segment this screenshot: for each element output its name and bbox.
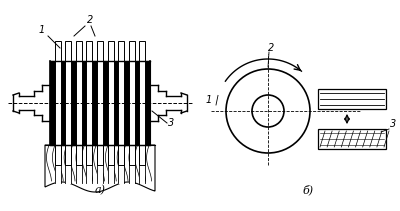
Bar bbox=[118, 145, 124, 184]
Bar bbox=[65, 145, 71, 184]
Bar bbox=[97, 41, 103, 165]
Bar bbox=[86, 41, 92, 165]
Bar bbox=[76, 145, 82, 184]
Bar bbox=[108, 41, 114, 165]
Bar bbox=[108, 145, 114, 184]
Circle shape bbox=[252, 95, 284, 127]
Bar bbox=[129, 145, 135, 184]
Text: 1: 1 bbox=[39, 25, 45, 35]
Bar bbox=[97, 145, 103, 184]
Bar bbox=[55, 41, 61, 165]
Text: 1: 1 bbox=[206, 95, 212, 105]
Bar bbox=[318, 89, 386, 109]
Text: а): а) bbox=[94, 185, 106, 195]
Bar bbox=[318, 129, 386, 149]
Text: б): б) bbox=[302, 184, 314, 195]
Circle shape bbox=[226, 69, 310, 153]
Bar bbox=[140, 41, 146, 165]
Bar bbox=[86, 145, 92, 184]
Bar bbox=[140, 145, 146, 184]
Text: 3: 3 bbox=[390, 119, 396, 129]
Text: 2: 2 bbox=[268, 43, 274, 53]
Polygon shape bbox=[45, 145, 155, 192]
Bar bbox=[129, 41, 135, 165]
Bar bbox=[76, 41, 82, 165]
Text: 3: 3 bbox=[168, 118, 174, 128]
Bar bbox=[55, 145, 61, 184]
Bar bbox=[65, 41, 71, 165]
Bar bbox=[50, 61, 150, 145]
Text: 2: 2 bbox=[87, 15, 93, 25]
Bar bbox=[118, 41, 124, 165]
